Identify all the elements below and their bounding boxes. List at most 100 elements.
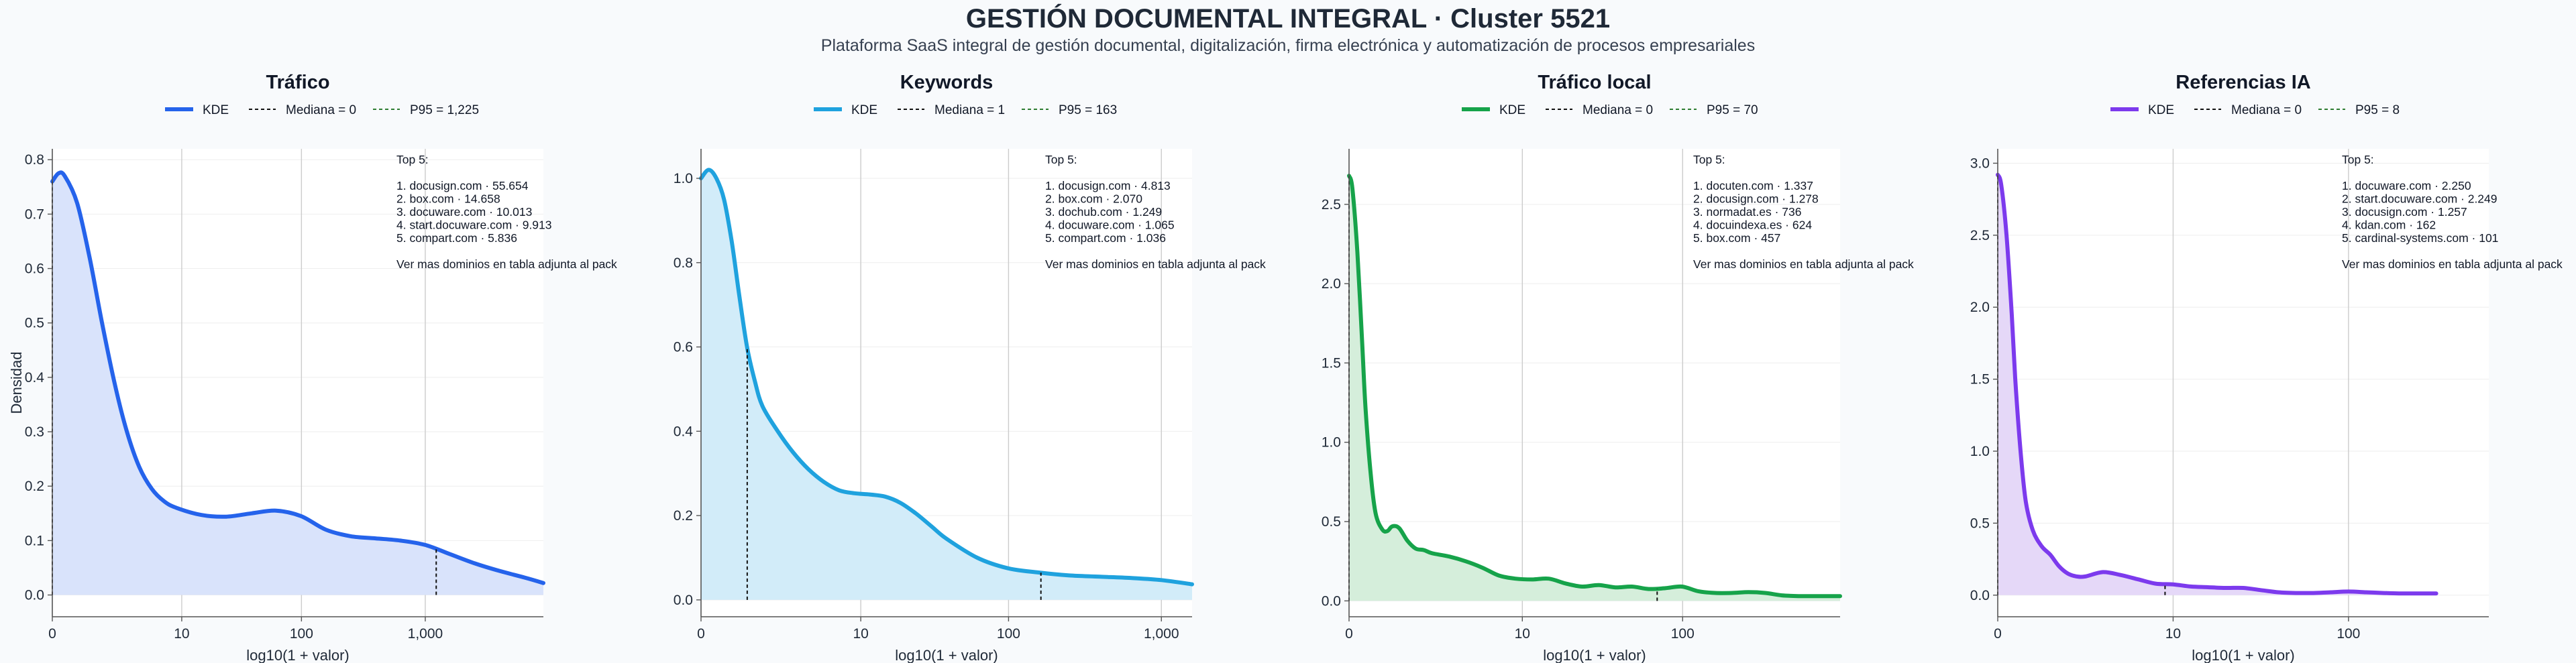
legend-kde-label: KDE — [203, 103, 229, 117]
y-tick-label: 2.0 — [1970, 300, 1990, 315]
y-axis-label: Densidad — [8, 352, 25, 414]
legend-median-label: Mediana = 0 — [1582, 103, 1653, 117]
x-tick-label: 0 — [1345, 626, 1353, 642]
top5-heading: Top 5: — [2342, 153, 2374, 166]
page-subtitle: Plataforma SaaS integral de gestión docu… — [820, 36, 1756, 55]
y-tick-label: 0.4 — [674, 424, 694, 439]
legend-median-label: Mediana = 0 — [286, 103, 356, 117]
x-axis-label: log10(1 + valor) — [895, 647, 998, 663]
top5-item: 3. normadat.es · 736 — [1693, 205, 1801, 219]
x-tick-label: 1,000 — [408, 626, 443, 642]
top5-item: 4. start.docuware.com · 9.913 — [396, 219, 552, 232]
kde-area — [701, 170, 1192, 600]
y-tick-label: 0.0 — [1322, 593, 1341, 609]
top5-item: 4. docuindexa.es · 624 — [1693, 219, 1812, 232]
legend: KDE Mediana = 1 P95 = 163 — [814, 103, 1117, 117]
y-tick-label: 0.2 — [674, 508, 693, 524]
top5-item: 1. docusign.com · 4.813 — [1045, 179, 1171, 192]
top5-item: 5. compart.com · 5.836 — [396, 231, 517, 245]
x-tick-label: 10 — [853, 626, 868, 642]
y-tick-label: 2.5 — [1970, 228, 1990, 243]
y-tick-label: 1.0 — [674, 171, 693, 186]
top5-item: 1. docusign.com · 55.654 — [396, 179, 529, 192]
top5-item: 1. docuten.com · 1.337 — [1693, 179, 1813, 192]
panel-title: Tráfico local — [1538, 72, 1651, 93]
kde-area — [1998, 174, 2436, 595]
chart-panel-2: 0.0 0.2 0.4 0.6 0.8 1.0 0 10 100 1,000 log10(1 + v… — [674, 72, 1266, 663]
top5-footer: Ver mas dominios en tabla adjunta al pac… — [396, 257, 617, 271]
top5-footer: Ver mas dominios en tabla adjunta al pac… — [1693, 257, 1914, 271]
chart-panel-4: 0.0 0.5 1.0 1.5 2.0 2.5 3.0 0 10 100 log10(1 + val… — [1970, 72, 2563, 663]
y-tick-label: 0.3 — [25, 424, 44, 440]
x-tick-label: 100 — [2337, 626, 2360, 642]
legend: KDE Mediana = 0 P95 = 70 — [1462, 103, 1758, 117]
y-tick-label: 0.7 — [25, 206, 44, 222]
y-tick-label: 1.5 — [1322, 355, 1341, 371]
top5-heading: Top 5: — [1693, 153, 1725, 166]
legend: KDE Mediana = 0 P95 = 1,225 — [165, 103, 479, 117]
x-tick-label: 100 — [290, 626, 313, 642]
x-axis-label: log10(1 + valor) — [246, 647, 349, 663]
chart-panel-3: 0.0 0.5 1.0 1.5 2.0 2.5 0 10 100 log10(1 + valor)… — [1322, 72, 1914, 663]
kde-area — [1349, 176, 1840, 601]
x-tick-label: 10 — [1515, 626, 1530, 642]
panel-title: Referencias IA — [2176, 72, 2311, 93]
top5-item: 4. kdan.com · 162 — [2342, 219, 2436, 232]
x-tick-label: 10 — [2165, 626, 2181, 642]
legend-kde-label: KDE — [2148, 103, 2174, 117]
top5-item: 5. compart.com · 1.036 — [1045, 231, 1166, 245]
kde-line — [699, 168, 1194, 587]
x-tick-label: 0 — [48, 626, 56, 642]
x-tick-label: 0 — [1994, 626, 2002, 642]
y-tick-label: 3.0 — [1970, 156, 1990, 171]
x-tick-label: 100 — [1671, 626, 1695, 642]
y-tick-label: 1.0 — [1970, 444, 1990, 459]
top5-item: 2. docusign.com · 1.278 — [1693, 192, 1819, 206]
x-axis-label: log10(1 + valor) — [2192, 647, 2294, 663]
kde-line — [1996, 172, 2438, 596]
x-axis-label: log10(1 + valor) — [1543, 647, 1646, 663]
y-tick-label: 2.5 — [1322, 197, 1341, 213]
top5-heading: Top 5: — [1045, 153, 1077, 166]
y-tick-label: 0.0 — [1970, 588, 1990, 603]
y-tick-label: 0.6 — [674, 340, 693, 355]
legend-p95-label: P95 = 1,225 — [410, 103, 479, 117]
x-tick-label: 10 — [174, 626, 189, 642]
y-tick-label: 2.0 — [1322, 276, 1341, 292]
x-tick-label: 100 — [997, 626, 1020, 642]
y-tick-label: 0.8 — [674, 255, 693, 271]
legend-p95-label: P95 = 8 — [2355, 103, 2400, 117]
x-tick-label: 0 — [697, 626, 705, 642]
top5-item: 1. docuware.com · 2.250 — [2342, 179, 2471, 192]
y-tick-label: 0.6 — [25, 261, 44, 277]
y-tick-label: 0.0 — [25, 588, 44, 603]
top5-item: 5. cardinal-systems.com · 101 — [2342, 231, 2498, 245]
y-tick-label: 0.5 — [1322, 514, 1341, 530]
kde-line — [50, 170, 545, 585]
y-tick-label: 0.4 — [25, 370, 45, 385]
y-tick-label: 0.5 — [25, 316, 44, 331]
top5-item: 2. box.com · 14.658 — [396, 192, 500, 206]
legend-p95-label: P95 = 163 — [1059, 103, 1117, 117]
top5-item: 4. docuware.com · 1.065 — [1045, 219, 1175, 232]
kde-area — [52, 172, 543, 595]
y-tick-label: 0.8 — [25, 152, 44, 168]
top5-footer: Ver mas dominios en tabla adjunta al pac… — [2342, 257, 2563, 271]
top5-item: 3. dochub.com · 1.249 — [1045, 205, 1162, 219]
legend-median-label: Mediana = 1 — [934, 103, 1005, 117]
y-tick-label: 0.1 — [25, 533, 44, 548]
y-tick-label: 0.2 — [25, 479, 44, 494]
plot-area — [1998, 149, 2489, 617]
top5-item: 5. box.com · 457 — [1693, 231, 1780, 245]
panel-title: Keywords — [900, 72, 994, 93]
page-title: GESTIÓN DOCUMENTAL INTEGRAL · Cluster 55… — [965, 4, 1611, 34]
y-tick-label: 1.5 — [1970, 372, 1990, 387]
kde-line — [1347, 174, 1842, 599]
x-tick-label: 1,000 — [1144, 626, 1179, 642]
